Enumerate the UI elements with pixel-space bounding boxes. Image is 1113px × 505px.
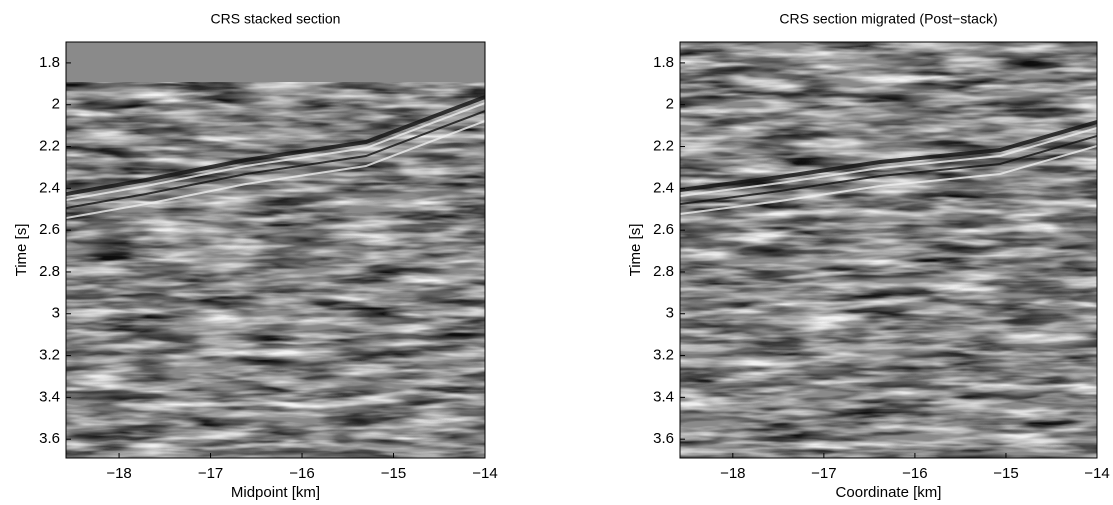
y-tick-label: 1.8 [39,54,60,71]
x-tick-label: −15 [381,465,406,482]
x-tick-label: −17 [198,465,223,482]
chart-title: CRS stacked section [211,11,341,27]
y-tick-label: 3 [666,305,674,322]
y-tick-label: 3.6 [653,430,674,447]
image-panel: 1.8 2 2.2 2.4 2.6 2.8 3 3.2 3.4 3.6 −18 −17 −16 −15 −1… [627,11,1110,501]
y-axis-label: Time [s] [627,224,644,277]
reflector [66,95,485,196]
y-tick-label: 2.6 [653,221,674,238]
seismic-image [680,42,1097,458]
image-panel: 1.8 2 2.2 2.4 2.6 2.8 3 3.2 3.4 3.6 −18 −17 −16 −15 −1… [13,11,498,501]
reflector [680,145,1097,215]
texture-light [680,42,1097,458]
axes-box [679,41,1098,459]
reflector [680,120,1097,192]
y-tick-label: 2.8 [39,263,60,280]
x-tick-label: −17 [811,465,836,482]
x-tick-label: −14 [472,465,497,482]
y-tick-label: 2 [666,96,674,113]
reflector [680,127,1097,197]
reflector [66,120,485,219]
y-tick-label: 2.2 [39,137,60,154]
axes-box [65,41,486,459]
y-tick-label: 3.4 [653,388,674,405]
x-tick-label: −15 [993,465,1018,482]
x-tick-label: −18 [720,465,745,482]
y-tick-label: 2.4 [653,179,674,196]
chart-title: CRS section migrated (Post−stack) [779,11,997,27]
texture-light [66,82,485,458]
x-tick-label: −14 [1084,465,1109,482]
y-tick-label: 2 [52,96,60,113]
x-axis-label: Coordinate [km] [836,484,942,501]
y-axis-label: Time [s] [13,224,30,277]
reflector [66,102,485,201]
x-tick-label: −16 [902,465,927,482]
x-tick-label: −18 [106,465,131,482]
y-tick-label: 3.6 [39,430,60,447]
y-tick-label: 2.4 [39,179,60,196]
y-tick-label: 1.8 [653,54,674,71]
y-tick-label: 3 [52,305,60,322]
y-tick-label: 2.6 [39,221,60,238]
seismic-image [66,42,485,458]
y-tick-label: 2.8 [653,263,674,280]
y-tick-label: 3.2 [653,347,674,364]
y-tick-label: 3.4 [39,388,60,405]
reflector [66,110,485,209]
y-tick-label: 3.2 [39,347,60,364]
x-tick-label: −16 [289,465,314,482]
y-tick-label: 2.2 [653,137,674,154]
x-axis-label: Midpoint [km] [231,484,320,501]
reflector [680,135,1097,205]
